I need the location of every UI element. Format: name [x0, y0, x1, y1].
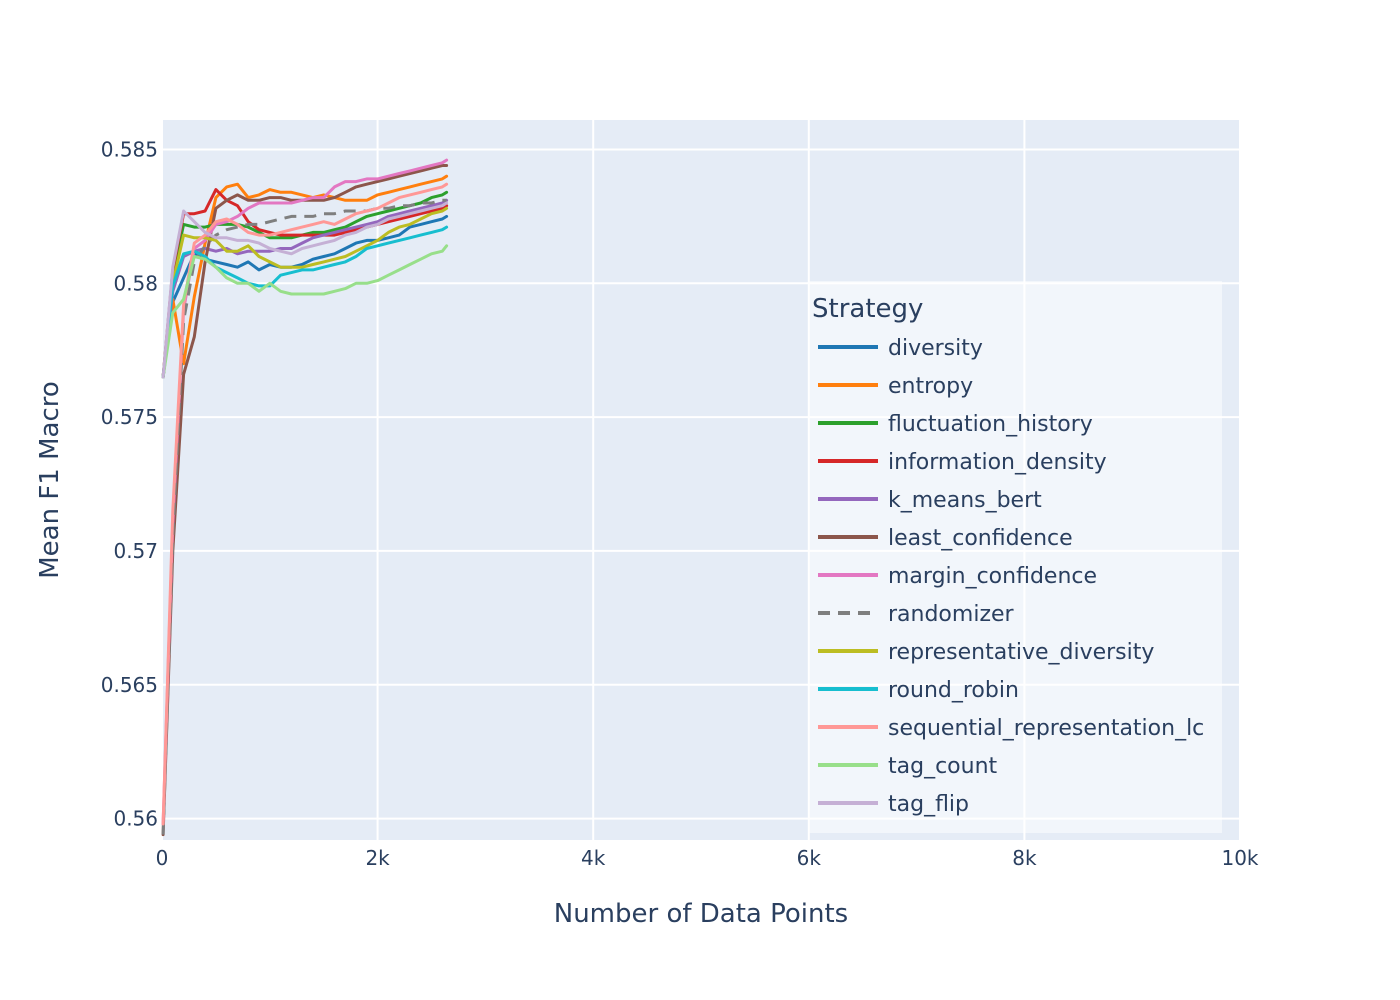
legend-item[interactable]: sequential_representation_lc: [818, 716, 1204, 741]
series-line-tag-count: [161, 244, 449, 379]
x-tick-label: 2k: [365, 846, 390, 870]
legend-item[interactable]: entropy: [818, 374, 973, 399]
x-tick-label: 4k: [581, 846, 606, 870]
legend-items: diversity entropy fluctuation_historyinfor…: [818, 336, 1204, 817]
legend-label: sequential_representation_lc: [888, 716, 1204, 741]
series-lines: [161, 158, 449, 837]
legend-label: tag_flip: [888, 792, 969, 817]
x-tick-label: 10k: [1221, 846, 1258, 870]
x-axis-title: Number of Data Points: [554, 899, 848, 929]
legend-label: tag_count: [888, 754, 998, 779]
legend-label: entropy: [888, 374, 973, 399]
legend-item[interactable]: fluctuation_history: [818, 412, 1093, 437]
series-line-representative-diversity: [161, 206, 449, 379]
y-tick-label: 0.57: [113, 539, 158, 563]
legend-item[interactable]: diversity: [818, 336, 983, 361]
legend-label: round_robin: [888, 678, 1019, 703]
legend-label: representative_diversity: [888, 640, 1154, 665]
legend-label: randomizer: [888, 602, 1015, 627]
series-line-margin-confidence: [161, 158, 449, 826]
x-tick-labels: 0 2k 4k 6k 8k 10k: [156, 846, 1259, 870]
legend-item[interactable]: randomizer: [818, 602, 1015, 627]
legend-item[interactable]: information_density: [818, 450, 1107, 475]
series-line-sequential-representation-lc: [161, 182, 449, 826]
legend: Strategy diversity entropy fluctuation_his…: [808, 281, 1222, 833]
y-tick-label: 0.575: [101, 405, 158, 429]
x-tick-label: 0: [156, 846, 169, 870]
legend-item[interactable]: tag_flip: [818, 792, 969, 817]
y-tick-label: 0.58: [113, 271, 158, 295]
y-tick-label: 0.56: [113, 807, 158, 831]
series-line-information-density: [161, 188, 449, 379]
legend-item[interactable]: representative_diversity: [818, 640, 1154, 665]
y-tick-label: 0.585: [101, 137, 158, 161]
x-tick-label: 6k: [797, 846, 822, 870]
series-line-entropy: [161, 174, 449, 379]
legend-label: k_means_bert: [888, 488, 1042, 513]
legend-item[interactable]: least_confidence: [818, 526, 1073, 551]
series-line-k-means-bert: [161, 198, 449, 379]
legend-label: information_density: [888, 450, 1107, 475]
y-tick-label: 0.565: [101, 673, 158, 697]
y-axis-title: Mean F1 Macro: [35, 381, 65, 579]
legend-title: Strategy: [812, 294, 923, 324]
legend-item[interactable]: margin_confidence: [818, 564, 1097, 589]
legend-label: diversity: [888, 336, 983, 361]
series-line-tag-flip: [161, 201, 449, 379]
legend-background: [808, 281, 1222, 833]
legend-label: fluctuation_history: [888, 412, 1093, 437]
legend-item[interactable]: tag_count: [818, 754, 998, 779]
legend-item[interactable]: k_means_bert: [818, 488, 1042, 513]
legend-label: margin_confidence: [888, 564, 1097, 589]
y-tick-labels: 0.56 0.565 0.57 0.575 0.58 0.585: [101, 137, 158, 830]
legend-item[interactable]: round_robin: [818, 678, 1019, 703]
legend-label: least_confidence: [888, 526, 1073, 551]
x-tick-label: 8k: [1012, 846, 1037, 870]
